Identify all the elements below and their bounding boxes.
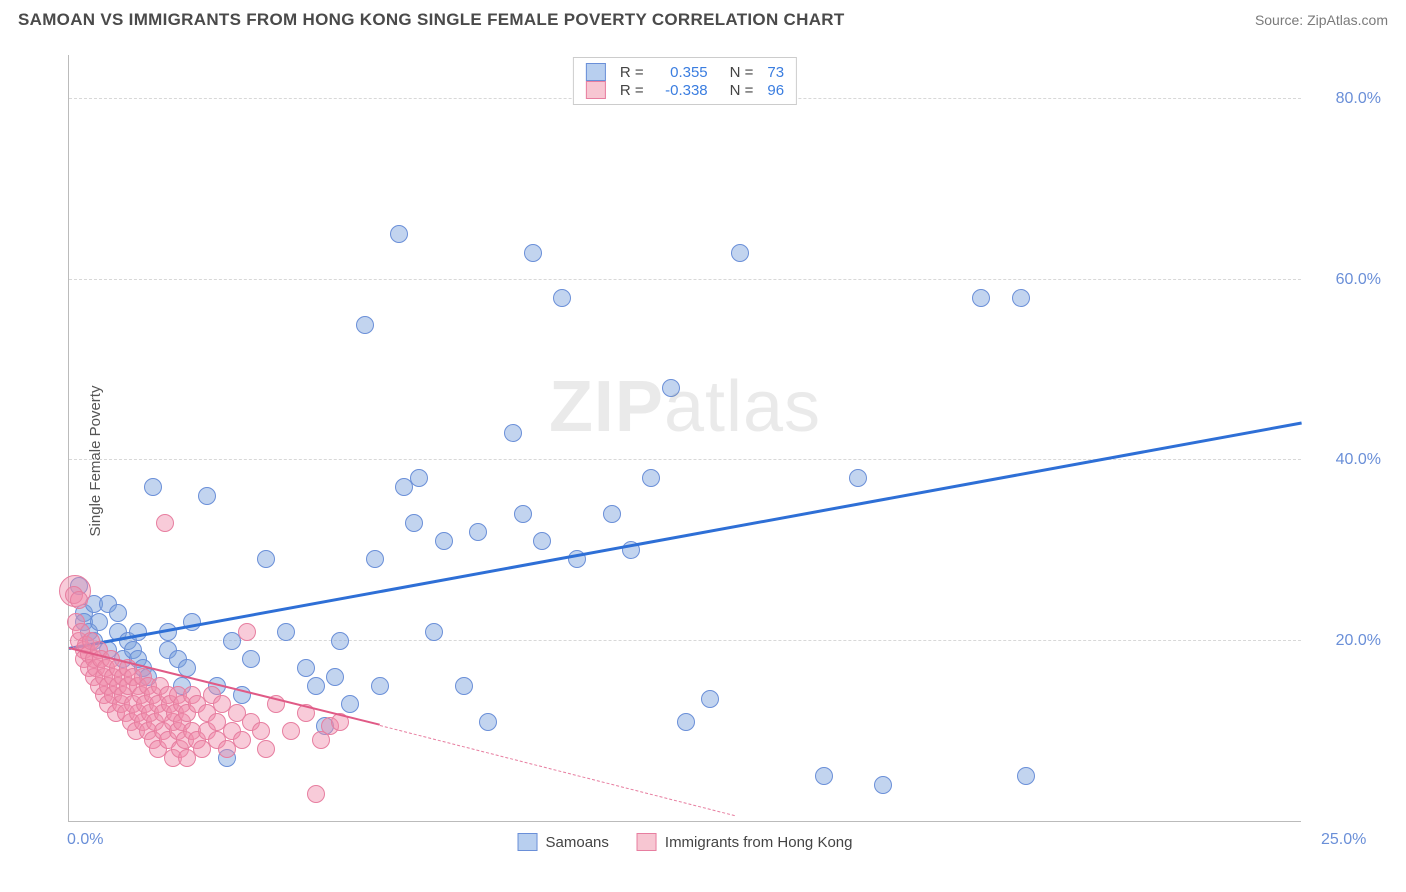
n-value: 73	[767, 64, 784, 81]
scatter-point	[815, 767, 833, 785]
scatter-point	[144, 478, 162, 496]
legend-label: Samoans	[546, 834, 609, 851]
gridline	[69, 459, 1301, 460]
scatter-point	[405, 514, 423, 532]
scatter-point	[514, 505, 532, 523]
scatter-point	[455, 677, 473, 695]
scatter-point	[252, 722, 270, 740]
scatter-point	[849, 469, 867, 487]
r-value: -0.338	[654, 82, 708, 99]
scatter-point	[479, 713, 497, 731]
scatter-point	[533, 532, 551, 550]
scatter-point	[238, 623, 256, 641]
chart-title: SAMOAN VS IMMIGRANTS FROM HONG KONG SING…	[18, 10, 845, 30]
scatter-point	[109, 604, 127, 622]
series-legend: Samoans Immigrants from Hong Kong	[518, 833, 853, 851]
plot-area: ZIPatlas R =0.355N =73R =-0.338N =96 Sam…	[68, 55, 1301, 822]
scatter-point	[356, 316, 374, 334]
scatter-point	[425, 623, 443, 641]
scatter-point	[326, 668, 344, 686]
scatter-point	[198, 487, 216, 505]
source-attribution: Source: ZipAtlas.com	[1255, 12, 1388, 28]
scatter-point	[90, 613, 108, 631]
watermark: ZIPatlas	[549, 366, 821, 448]
scatter-point	[524, 244, 542, 262]
legend-swatch	[586, 63, 606, 81]
trend-line	[69, 421, 1302, 649]
y-tick-label: 20.0%	[1311, 632, 1381, 650]
legend-item: Samoans	[518, 833, 609, 851]
x-tick-max: 25.0%	[1321, 831, 1366, 849]
chart-container: Single Female Poverty ZIPatlas R =0.355N…	[30, 45, 1391, 877]
legend-row: R = 0.355 N = 73	[586, 63, 784, 81]
correlation-legend: R = 0.355 N = 73 R = -0.338 N = 96	[573, 57, 797, 105]
scatter-point	[331, 632, 349, 650]
y-tick-label: 80.0%	[1311, 90, 1381, 108]
scatter-point	[297, 659, 315, 677]
scatter-point	[242, 650, 260, 668]
scatter-point	[642, 469, 660, 487]
scatter-point	[469, 523, 487, 541]
y-tick-label: 60.0%	[1311, 271, 1381, 289]
scatter-point	[731, 244, 749, 262]
legend-item: Immigrants from Hong Kong	[637, 833, 853, 851]
legend-row: R = -0.338 N = 96	[586, 81, 784, 99]
gridline	[69, 640, 1301, 641]
scatter-point	[257, 740, 275, 758]
scatter-point	[371, 677, 389, 695]
scatter-point	[410, 469, 428, 487]
scatter-point	[70, 591, 88, 609]
scatter-point	[677, 713, 695, 731]
scatter-point	[603, 505, 621, 523]
scatter-point	[662, 379, 680, 397]
legend-swatch	[637, 833, 657, 851]
scatter-point	[282, 722, 300, 740]
legend-swatch	[586, 81, 606, 99]
scatter-point	[366, 550, 384, 568]
scatter-point	[504, 424, 522, 442]
n-label: N =	[730, 64, 754, 81]
scatter-point	[277, 623, 295, 641]
n-label: N =	[730, 82, 754, 99]
scatter-point	[1017, 767, 1035, 785]
scatter-point	[874, 776, 892, 794]
legend-swatch	[518, 833, 538, 851]
gridline	[69, 279, 1301, 280]
scatter-point	[233, 731, 251, 749]
scatter-point	[156, 514, 174, 532]
scatter-point	[307, 677, 325, 695]
x-tick-min: 0.0%	[67, 831, 103, 849]
scatter-point	[435, 532, 453, 550]
scatter-point	[390, 225, 408, 243]
scatter-point	[1012, 289, 1030, 307]
r-value: 0.355	[654, 64, 708, 81]
scatter-point	[553, 289, 571, 307]
r-label: R =	[620, 82, 644, 99]
scatter-point	[307, 785, 325, 803]
trend-line-extrapolated	[380, 725, 735, 816]
scatter-point	[972, 289, 990, 307]
n-value: 96	[767, 82, 784, 99]
legend-label: Immigrants from Hong Kong	[665, 834, 853, 851]
scatter-point	[341, 695, 359, 713]
scatter-point	[701, 690, 719, 708]
r-label: R =	[620, 64, 644, 81]
scatter-point	[257, 550, 275, 568]
y-tick-label: 40.0%	[1311, 451, 1381, 469]
